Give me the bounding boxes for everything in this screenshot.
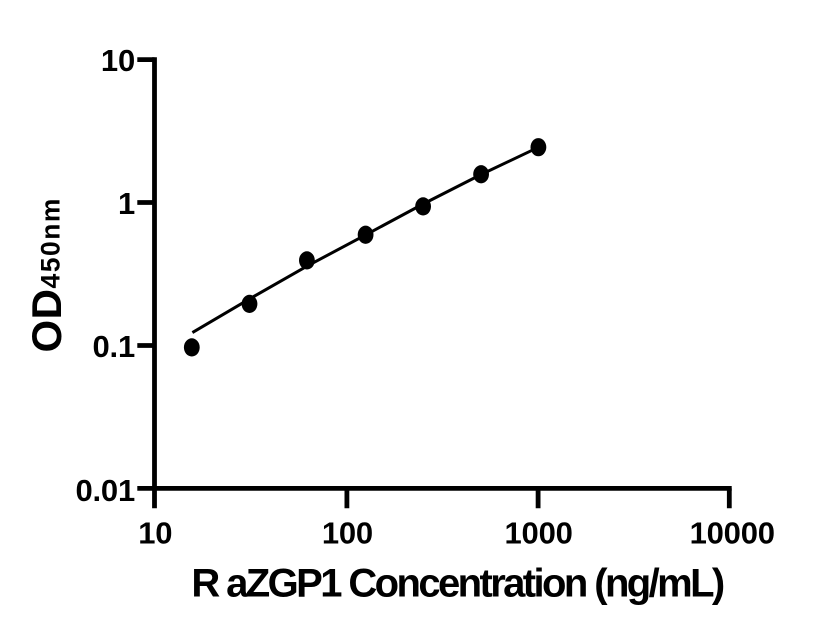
svg-text:0.01: 0.01: [75, 473, 135, 508]
svg-text:100: 100: [322, 516, 373, 551]
svg-text:OD450nm: OD450nm: [23, 197, 70, 352]
svg-text:10: 10: [138, 516, 172, 551]
svg-text:10000: 10000: [690, 516, 775, 551]
svg-text:10: 10: [101, 43, 135, 78]
svg-text:1000: 1000: [505, 516, 573, 551]
svg-text:0.1: 0.1: [93, 329, 136, 364]
svg-text:R aZGP1 Concentration (ng/mL): R aZGP1 Concentration (ng/mL): [191, 562, 724, 606]
svg-text:1: 1: [118, 186, 135, 221]
